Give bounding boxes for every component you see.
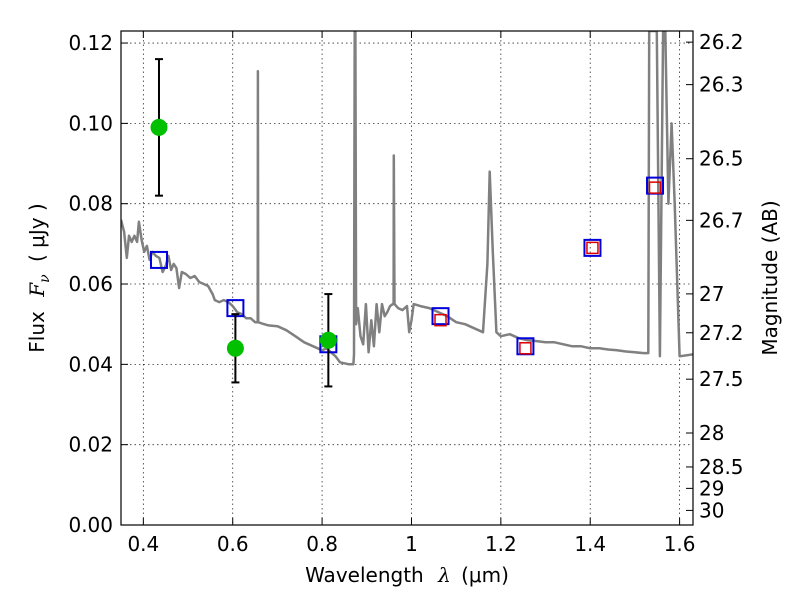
mag-tick-label: 26.5 <box>699 147 744 171</box>
mag-tick-label: 29 <box>699 476 724 500</box>
y-tick-label: 0.02 <box>68 433 113 457</box>
mag-tick-label: 27.5 <box>699 367 744 391</box>
mag-tick-label: 26.3 <box>699 73 744 97</box>
x-tick-label: 0.8 <box>306 532 338 556</box>
y-tick-label: 0.06 <box>68 272 113 296</box>
mag-tick-label: 30 <box>699 498 724 522</box>
x-tick-label: 0.4 <box>127 532 159 556</box>
axis-ticks <box>121 31 693 526</box>
x-tick-label: 1.2 <box>485 532 517 556</box>
mag-tick-label: 26.7 <box>699 208 744 232</box>
mag-tick-label: 26.2 <box>699 30 744 54</box>
model-spectrum-line <box>121 31 693 366</box>
y-tick-label: 0.12 <box>68 31 113 55</box>
model-photometry-blue-square <box>431 307 450 326</box>
y-tick-label: 0.04 <box>68 352 113 376</box>
plot-area <box>121 31 693 388</box>
y2-axis-label: Magnitude (AB) <box>758 200 782 355</box>
model-photometry-blue-square <box>149 250 168 269</box>
model-photometry-red-square <box>519 342 532 355</box>
mag-tick-label: 28.5 <box>699 455 744 479</box>
y-tick-label: 0.00 <box>68 513 113 537</box>
x-tick-label: 0.6 <box>217 532 249 556</box>
model-photometry-red-square <box>648 181 662 194</box>
plot-frame <box>120 30 694 526</box>
mag-tick-label: 27.2 <box>699 321 744 345</box>
x-tick-label: 1.4 <box>574 532 606 556</box>
model-photometry-blue-square <box>583 238 602 257</box>
observed-flux-point <box>319 331 337 349</box>
tick-labels: 0.4 0.6 0.8 1 1.2 1.4 1.6 0.00 0.02 0.04 0.06 0.08 0… <box>68 30 743 556</box>
x-axis-label: Wavelength λ (μm) <box>305 563 509 587</box>
observed-flux-point <box>150 118 168 136</box>
x-tick-label: 1.6 <box>664 532 696 556</box>
x-tick-label: 1 <box>405 532 418 556</box>
model-photometry-red-square <box>434 313 447 327</box>
mag-tick-label: 28 <box>699 421 724 445</box>
mag-tick-label: 27 <box>699 282 724 306</box>
y-tick-label: 0.10 <box>68 111 113 135</box>
grid <box>121 31 693 526</box>
observed-flux-point <box>226 339 244 357</box>
markers <box>149 58 665 388</box>
y-tick-label: 0.08 <box>68 192 113 216</box>
model-photometry-red-square <box>586 241 599 255</box>
y-axis-label: Flux Fν ( μJy ) <box>25 203 54 352</box>
